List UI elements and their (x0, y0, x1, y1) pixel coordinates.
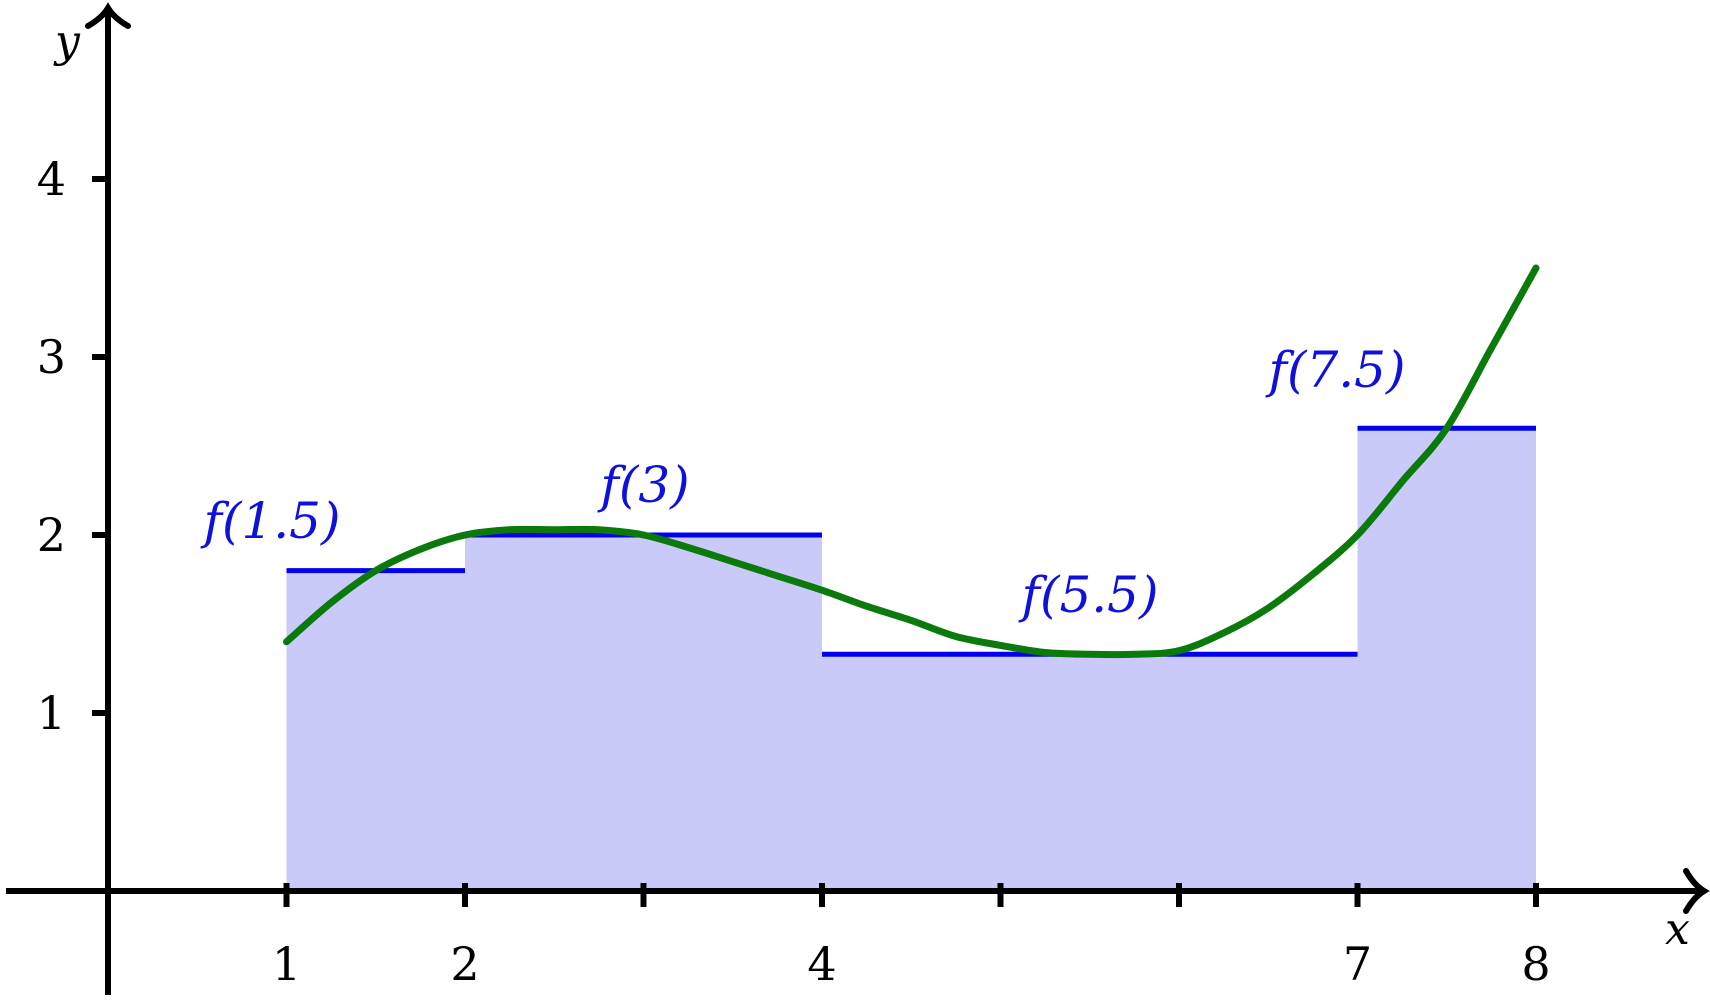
y-tick-label-4: 4 (37, 152, 66, 206)
x-tick-label-1: 1 (272, 937, 301, 991)
rectangles-layer (286, 428, 1536, 891)
function-curve (283, 264, 1540, 659)
y-axis-label: y (53, 16, 81, 67)
x-tick-label-4: 4 (807, 937, 836, 991)
x-tick-label-2: 2 (450, 937, 479, 991)
rectangle-4 (1357, 428, 1536, 891)
y-tick-label-1: 1 (37, 686, 66, 740)
y-tick-label-2: 2 (37, 508, 66, 562)
rectangle-label-3: f(5.5) (1017, 566, 1158, 624)
ticks-layer: 1 2 4 7 8 1 2 3 4 (37, 152, 1551, 991)
rectangle-label-4: f(7.5) (1264, 341, 1405, 399)
axes-layer: x y (6, 2, 1710, 995)
rectangle-3 (822, 654, 1358, 891)
rectangle-label-2: f(3) (596, 456, 689, 514)
x-tick-label-8: 8 (1521, 937, 1550, 991)
y-axis-arrowhead (85, 2, 131, 29)
curve-layer (283, 264, 1540, 659)
rectangle-label-1: f(1.5) (199, 492, 340, 550)
x-axis-label: x (1665, 904, 1690, 955)
x-axis-arrowhead (1683, 868, 1710, 914)
rectangle-labels-layer: f(1.5) f(3) f(5.5) f(7.5) (199, 341, 1405, 624)
rectangle-1 (286, 570, 465, 891)
x-tick-label-7: 7 (1343, 937, 1372, 991)
rectangle-2 (465, 535, 822, 891)
y-tick-label-3: 3 (37, 330, 66, 384)
